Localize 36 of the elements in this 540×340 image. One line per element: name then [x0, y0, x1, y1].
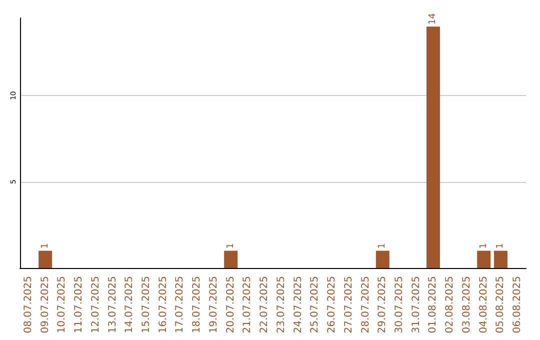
x-tick-label: 16.07.2025	[158, 276, 169, 334]
x-tick-label: 13.07.2025	[107, 276, 118, 334]
data-label: 1	[226, 243, 236, 249]
data-label: 14	[428, 12, 438, 25]
data-label: 1	[478, 243, 489, 249]
data-label: 1	[378, 243, 388, 249]
x-tick-label: 06.08.2025	[512, 276, 524, 334]
x-tick-label: 23.07.2025	[276, 276, 287, 334]
x-tick-label: 19.07.2025	[208, 276, 220, 334]
x-tick-label: 04.08.2025	[478, 276, 490, 334]
x-tick-label: 26.07.2025	[326, 276, 338, 334]
data-label: 1	[40, 243, 50, 249]
x-tick-label: 18.07.2025	[192, 276, 203, 334]
x-tick-label: 09.07.2025	[40, 276, 51, 334]
x-tick-label: 02.08.2025	[444, 276, 456, 334]
x-tick-label: 30.07.2025	[394, 276, 405, 334]
x-tick-label: 08.07.2025	[22, 276, 34, 334]
x-tick-label: 05.08.2025	[495, 276, 506, 334]
x-tick-label: 15.07.2025	[141, 276, 152, 334]
x-tick-label: 11.07.2025	[74, 276, 85, 334]
x-tick-label: 17.07.2025	[174, 276, 186, 334]
x-tick-label: 21.07.2025	[242, 276, 254, 334]
x-tick-label: 10.07.2025	[56, 276, 68, 334]
x-tick-label: 28.07.2025	[360, 276, 372, 334]
x-tick-label: 01.08.2025	[428, 276, 439, 334]
data-label: 1	[496, 243, 506, 249]
x-tick-label: 03.08.2025	[461, 276, 472, 334]
x-tick-label: 12.07.2025	[90, 276, 102, 334]
x-tick-label: 22.07.2025	[259, 276, 270, 334]
x-tick-label: 27.07.2025	[343, 276, 354, 334]
x-tick-label: 25.07.2025	[310, 276, 321, 334]
x-tick-label: 31.07.2025	[410, 276, 422, 334]
x-tick-label: 29.07.2025	[377, 276, 388, 334]
x-tick-label: 24.07.2025	[292, 276, 304, 334]
x-tick-label: 20.07.2025	[225, 276, 236, 334]
x-tick-label: 14.07.2025	[124, 276, 136, 334]
